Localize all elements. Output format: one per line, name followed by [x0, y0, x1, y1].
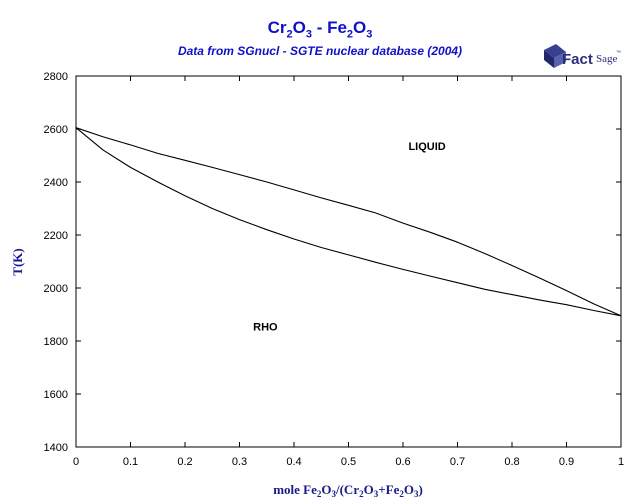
region-label-liquid: LIQUID — [408, 141, 445, 153]
series-layer — [75, 127, 622, 317]
y-axis-title: T(K) — [10, 248, 25, 275]
y-tick-label: 2400 — [44, 177, 68, 189]
y-tick-label: 1800 — [44, 336, 68, 348]
y-tick-label: 1400 — [44, 442, 68, 454]
x-tick-label: 0.5 — [341, 456, 356, 468]
factsage-logo-mark — [544, 44, 566, 68]
y-tick-label: 2800 — [44, 71, 68, 83]
region-label-rho: RHO — [253, 321, 278, 333]
x-tick-label: 0.7 — [450, 456, 465, 468]
plot-border — [75, 75, 622, 448]
plot-frame — [75, 75, 622, 448]
factsage-logo-sage: Sage — [596, 53, 618, 65]
liquidus-line — [75, 127, 622, 317]
y-axis-ticks: 1400 1600 1800 2000 2200 2400 2600 2800 — [44, 71, 621, 454]
x-tick-label: 0.2 — [177, 456, 192, 468]
factsage-logo-tm: ™ — [616, 50, 621, 56]
x-tick-label: 0.3 — [232, 456, 247, 468]
x-tick-label: 0.9 — [559, 456, 574, 468]
x-axis-ticks: 0 0.1 0.2 0.3 0.4 0.5 0.6 0.7 0.8 0.9 1 — [73, 76, 624, 468]
solidus-line — [75, 127, 622, 317]
factsage-logo: Fact Sage ™ — [544, 44, 621, 68]
x-tick-label: 0.6 — [395, 456, 410, 468]
x-tick-label: 1 — [618, 456, 624, 468]
x-tick-label: 0.8 — [504, 456, 519, 468]
x-tick-label: 0.4 — [286, 456, 301, 468]
x-tick-label: 0.1 — [123, 456, 138, 468]
y-tick-label: 2000 — [44, 283, 68, 295]
region-labels: LIQUID RHO — [253, 141, 446, 333]
y-tick-label: 2200 — [44, 230, 68, 242]
chart-title-block: Cr2O3 - Fe2O3 — [0, 18, 640, 40]
x-tick-label: 0 — [73, 456, 79, 468]
x-axis-title: mole Fe2O3/(Cr2O3+Fe2O3) — [273, 482, 423, 499]
chart-subtitle: Data from SGnucl - SGTE nuclear database… — [177, 44, 463, 58]
y-tick-label: 1600 — [44, 389, 68, 401]
chart-title: Cr2O3 - Fe2O3 — [267, 18, 373, 41]
y-tick-label: 2600 — [44, 124, 68, 136]
factsage-logo-text: Fact — [562, 51, 593, 68]
